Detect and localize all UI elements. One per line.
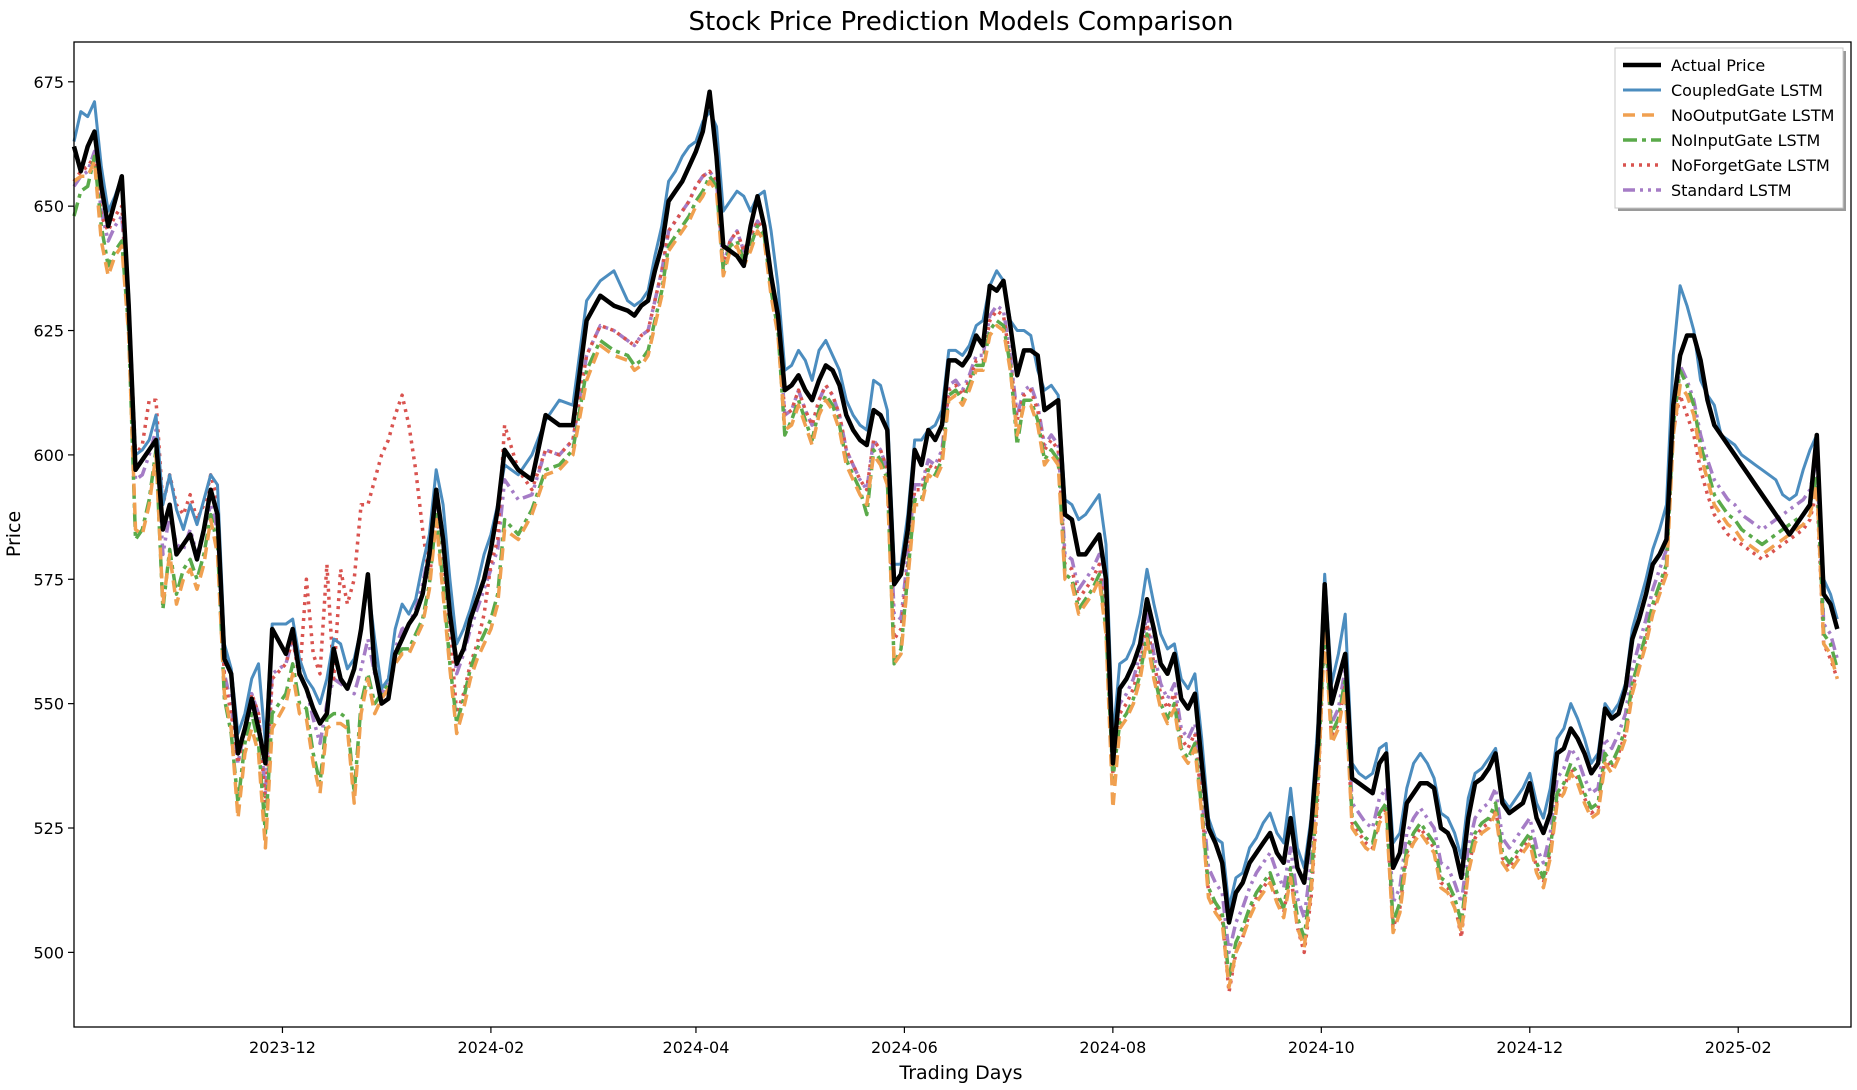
series-layer (71, 89, 1840, 994)
x-tick-label: 2024-06 (871, 1038, 938, 1057)
series-line-nooutputgate-lstm (72, 159, 1839, 989)
x-tick-label: 2024-12 (1496, 1038, 1563, 1057)
x-axis: 2023-12 2024-02 2024-04 2024-06 2024-08 2024-… (249, 1027, 1772, 1057)
chart-title: Stock Price Prediction Models Comparison (689, 7, 1234, 37)
y-tick-label: 675 (33, 73, 64, 92)
y-axis-label: Price (3, 511, 25, 557)
series-line-standard-lstm (72, 149, 1839, 955)
legend: Actual Price CoupledGate LSTM NoOutputGate… (1614, 47, 1846, 211)
y-tick-label: 575 (33, 570, 64, 589)
x-tick-label: 2024-08 (1079, 1038, 1146, 1057)
legend-label: Standard LSTM (1671, 181, 1792, 200)
y-tick-label: 550 (33, 695, 64, 714)
y-tick-label: 600 (33, 446, 64, 465)
series-line-noforgetgate-lstm (72, 154, 1839, 994)
x-tick-label: 2025-02 (1705, 1038, 1772, 1057)
legend-box (1614, 47, 1844, 209)
y-tick-label: 625 (33, 322, 64, 341)
plot-area-frame (73, 41, 1852, 1028)
x-tick-label: 2023-12 (249, 1038, 316, 1057)
x-axis-label: Trading Days (898, 1062, 1022, 1084)
legend-label: NoForgetGate LSTM (1671, 156, 1830, 175)
legend-label: NoOutputGate LSTM (1671, 106, 1834, 125)
x-tick-label: 2024-10 (1288, 1038, 1355, 1057)
x-tick-label: 2024-02 (457, 1038, 524, 1057)
y-tick-label: 650 (33, 197, 64, 216)
legend-label: NoInputGate LSTM (1671, 131, 1820, 150)
y-axis: 500 525 550 575 600 625 650 675 (33, 73, 74, 962)
y-tick-label: 500 (33, 943, 64, 962)
legend-label: CoupledGate LSTM (1671, 81, 1823, 100)
series-line-actual-price (71, 89, 1840, 925)
x-tick-label: 2024-04 (663, 1038, 730, 1057)
y-tick-label: 525 (33, 819, 64, 838)
legend-label: Actual Price (1671, 56, 1765, 75)
